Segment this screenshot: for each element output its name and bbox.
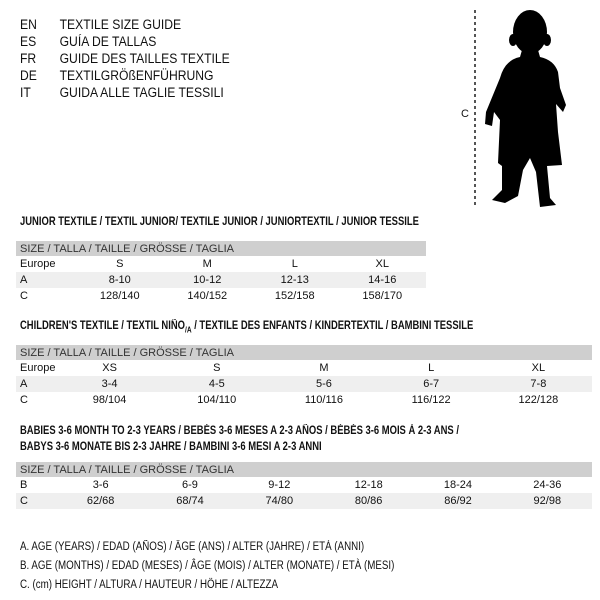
lang-title: GUIDE DES TAILLES TEXTILE: [59, 51, 230, 66]
table-row: C 62/68 68/74 74/80 80/86 86/92 92/98: [16, 493, 592, 509]
table-row: Europe S M L XL: [20, 258, 389, 270]
lang-title: GUIDA ALLE TAGLIE TESSILI: [59, 85, 224, 100]
lang-title: TEXTILE SIZE GUIDE: [59, 17, 182, 32]
table-header: SIZE / TALLA / TAILLE / GRÖSSE / TAGLIA: [16, 345, 592, 360]
table-row: C 128/140 140/152 152/158 158/170: [20, 290, 403, 302]
legend-item: C. (cm) HEIGHT / ALTURA / HAUTEUR / HÖHE…: [20, 579, 278, 591]
children-size-table: SIZE / TALLA / TAILLE / GRÖSSE / TAGLIA …: [16, 345, 592, 408]
junior-section-title: JUNIOR TEXTILE / TEXTIL JUNIOR/ TEXTILE …: [20, 216, 419, 228]
lang-title: GUÍA DE TALLAS: [59, 34, 157, 49]
children-section-title: CHILDREN'S TEXTILE / TEXTIL NIÑO/A / TEX…: [20, 320, 474, 335]
legend-item: B. AGE (MONTHS) / EDAD (MESES) / ÂGE (MO…: [20, 560, 395, 572]
babies-section-title-line2: BABYS 3-6 MONATE BIS 2-3 JAHRE / BAMBINI…: [20, 441, 322, 453]
child-silhouette-icon: [474, 10, 566, 207]
babies-section-title-line1: BABIES 3-6 MONTH TO 2-3 YEARS / BEBÉS 3-…: [20, 425, 459, 437]
table-row: B 3-6 6-9 9-12 12-18 18-24 24-36: [20, 479, 562, 491]
language-row: IT GUIDA ALLE TAGLIE TESSILI: [20, 84, 230, 101]
legend: A. AGE (YEARS) / EDAD (AÑOS) / ÂGE (ANS)…: [20, 538, 394, 595]
table-row: C 98/104 104/110 110/116 116/122 122/128: [20, 394, 559, 406]
language-row: EN TEXTILE SIZE GUIDE: [20, 16, 230, 33]
language-titles: EN TEXTILE SIZE GUIDE ES GUÍA DE TALLAS FR…: [20, 16, 230, 101]
table-row: A 3-4 4-5 5-6 6-7 7-8: [16, 376, 592, 392]
lang-title: TEXTILGRÖßENFÜHRUNG: [59, 68, 214, 83]
height-label: C: [461, 108, 469, 120]
lang-code: EN: [20, 17, 37, 32]
junior-size-table: SIZE / TALLA / TAILLE / GRÖSSE / TAGLIA …: [16, 241, 426, 304]
table-row: A 8-10 10-12 12-13 14-16: [16, 272, 426, 288]
silhouette-head: [513, 10, 547, 54]
language-row: FR GUIDE DES TAILLES TEXTILE: [20, 50, 230, 67]
table-header: SIZE / TALLA / TAILLE / GRÖSSE / TAGLIA: [16, 462, 592, 477]
lang-code: IT: [20, 85, 31, 100]
lang-code: ES: [20, 34, 37, 49]
lang-code: DE: [20, 68, 37, 83]
language-row: ES GUÍA DE TALLAS: [20, 33, 230, 50]
legend-item: A. AGE (YEARS) / EDAD (AÑOS) / ÂGE (ANS)…: [20, 541, 365, 553]
babies-size-table: SIZE / TALLA / TAILLE / GRÖSSE / TAGLIA …: [16, 462, 592, 509]
table-header: SIZE / TALLA / TAILLE / GRÖSSE / TAGLIA: [16, 241, 426, 256]
language-row: DE TEXTILGRÖßENFÜHRUNG: [20, 67, 230, 84]
table-row: Europe XS S M L XL: [20, 362, 546, 374]
silhouette-body: [485, 50, 566, 207]
lang-code: FR: [20, 51, 37, 66]
